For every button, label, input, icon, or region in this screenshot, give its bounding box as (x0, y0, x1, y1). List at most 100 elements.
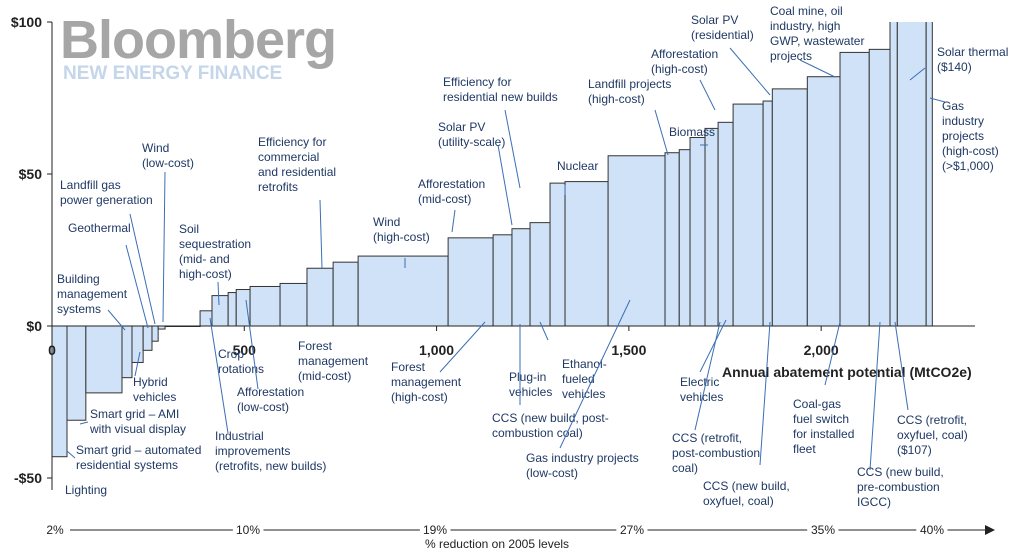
annotation: Solar PV (residential) (691, 13, 754, 42)
bar (925, 22, 933, 327)
annotation: Gas industry projects (low-cost) (526, 451, 639, 480)
leader-line (869, 321, 881, 471)
leader-line (217, 281, 220, 306)
reduction-label: 10% (236, 523, 260, 537)
leader-line (729, 47, 771, 96)
leader-line (209, 317, 229, 434)
annotation: Ethanol-fueled vehicles (562, 357, 607, 401)
leader-line (107, 309, 126, 331)
annotation: Afforestation (low-cost) (237, 385, 304, 414)
reduction-label: 2% (46, 523, 64, 537)
bar (549, 182, 566, 327)
annotation: Plug-in vehicles (509, 370, 552, 399)
reduction-label: 27% (620, 523, 644, 537)
annotation: Crop rotations (218, 347, 264, 376)
annotation: Coal-gas fuel switch for installed fleet (793, 397, 854, 456)
bars (51, 22, 933, 458)
bar (306, 267, 334, 327)
bar (689, 137, 706, 327)
annotation: Forest management (high-cost) (391, 360, 462, 404)
leader-line (654, 109, 669, 156)
leader-line (699, 319, 727, 373)
leader-line (134, 351, 141, 377)
bar (511, 228, 531, 327)
annotation: Forest management (mid-cost) (298, 339, 369, 383)
leader-line (245, 299, 259, 390)
annotation: Solar thermal ($140) (937, 45, 1008, 74)
leader-line (66, 450, 76, 459)
leader-line (497, 144, 513, 226)
bar (839, 51, 870, 327)
leader-line (319, 199, 323, 269)
bar (447, 237, 494, 327)
annotation: Efficiency for commercial and residential r… (258, 135, 336, 194)
reduction-label: 19% (423, 523, 447, 537)
leader-line (699, 79, 716, 111)
annotation: Smart grid – automated residential system… (76, 443, 201, 472)
reduction-label: 40% (920, 523, 944, 537)
bar (564, 181, 609, 327)
annotation: Efficiency for residential new builds (443, 75, 558, 104)
bar (249, 285, 281, 327)
y-tick-label: $100 (11, 14, 42, 30)
bar (235, 289, 251, 327)
bar (896, 22, 927, 327)
annotation: Wind (low-cost) (142, 141, 194, 170)
annotation: Landfill projects (high-cost) (588, 77, 671, 106)
bar (357, 255, 449, 327)
annotation: Wind (high-cost) (373, 215, 430, 244)
leader-line (79, 421, 89, 425)
leader-line (451, 209, 456, 233)
bar (607, 155, 666, 327)
reduction-title: % reduction on 2005 levels (425, 537, 569, 551)
reduction-arrow (985, 525, 995, 535)
annotation: Coal mine, oil industry, high GWP, wastewa… (770, 4, 864, 63)
x-tick-label: 1,500 (611, 342, 646, 358)
bar (492, 234, 513, 327)
annotation: CCS (retrofit, oxyfuel, coal) ($107) (897, 413, 968, 457)
annotation: Geothermal (68, 221, 131, 235)
annotation: CCS (new build, pre-combustion IGCC) (857, 465, 944, 509)
leader-line (799, 59, 836, 78)
leader-line (824, 321, 841, 386)
x-tick-label: 500 (233, 342, 257, 358)
bar (211, 295, 229, 327)
annotation: Smart grid – AMI with visual display (89, 407, 186, 436)
bar (889, 22, 898, 327)
annotation: Nuclear (557, 159, 598, 173)
bar (332, 261, 359, 327)
leader-line (129, 213, 156, 325)
bar (66, 325, 87, 421)
bar (227, 292, 237, 327)
bar (717, 121, 734, 327)
bar (279, 282, 308, 327)
annotation: Soil sequestration (mid- and high-cost) (179, 222, 251, 281)
annotation: Solar PV (utility-scale) (438, 120, 505, 149)
leader-line (439, 321, 486, 373)
x-axis-title: Annual abatement potential (MtCO2e) (722, 364, 972, 380)
bar (85, 325, 123, 394)
x-tick-label: 0 (48, 342, 56, 358)
bar (151, 325, 159, 342)
bar (678, 149, 691, 327)
leader-line (539, 321, 549, 341)
y-tick-label: $0 (26, 318, 42, 334)
annotation: CCS (retrofit, post-combustion coal) (672, 431, 760, 475)
annotation: Electric vehicles (680, 375, 723, 404)
bar (664, 152, 680, 327)
leader-line (162, 171, 166, 323)
leader-line (929, 97, 946, 103)
bar (771, 88, 808, 327)
logo-subtitle: NEW ENERGY FINANCE (63, 63, 282, 84)
y-tick-label: -$50 (14, 470, 42, 486)
leader-line (759, 321, 771, 466)
reduction-label: 35% (811, 523, 835, 537)
annotation: Industrial improvements (retrofits, new bu… (215, 429, 326, 473)
bar (142, 325, 153, 351)
x-tick-label: 2,000 (804, 342, 839, 358)
leader-line (894, 321, 909, 411)
logo-title: Bloomberg (60, 10, 336, 70)
annotation: CCS (new build, post-combustion coal) (492, 411, 609, 440)
leader-line (909, 67, 926, 81)
